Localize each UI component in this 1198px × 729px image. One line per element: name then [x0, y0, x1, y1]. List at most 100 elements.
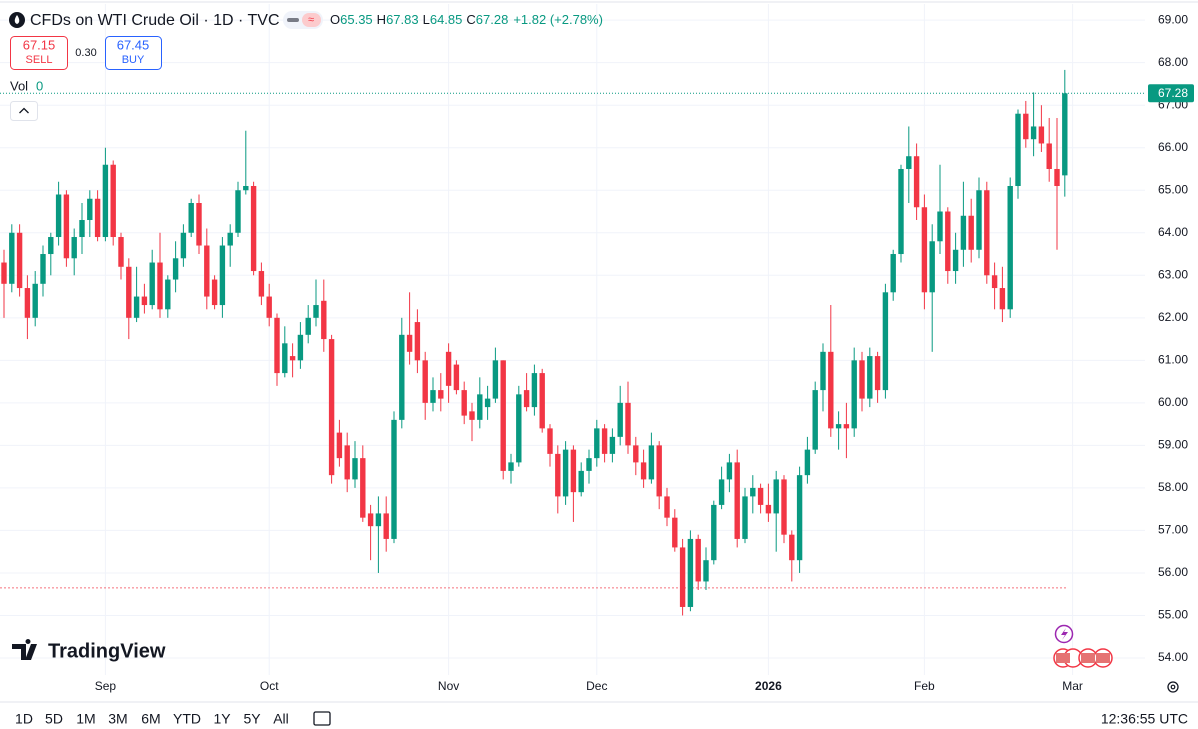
candle-body: [1038, 126, 1045, 144]
candle-body: [94, 198, 101, 238]
candle-body: [804, 449, 811, 476]
sell-button[interactable]: [10, 36, 68, 70]
candle-body: [695, 538, 701, 582]
y-tick-label: 68.00: [1158, 55, 1188, 69]
candle-body: [1, 262, 7, 284]
candle-body: [48, 237, 54, 255]
candle-body: [765, 504, 772, 514]
candle-body: [430, 390, 436, 403]
candle-body: [165, 279, 171, 310]
candle-body: [828, 351, 834, 429]
candle-body: [149, 262, 155, 306]
drop-icon: [14, 15, 20, 24]
candle-body: [219, 245, 226, 306]
range-button[interactable]: 1Y: [213, 711, 231, 727]
y-tick-label: 57.00: [1158, 523, 1188, 537]
candle-body: [921, 207, 928, 293]
candle-body: [851, 360, 857, 429]
range-button[interactable]: 6M: [141, 711, 160, 727]
candle-body: [672, 517, 678, 548]
flag-icons[interactable]: [1053, 648, 1113, 668]
candle-body: [617, 402, 623, 437]
candle-body: [438, 390, 444, 399]
candle-body: [360, 458, 366, 518]
candle-body: [586, 458, 592, 471]
range-button[interactable]: All: [273, 711, 289, 727]
candle-body: [196, 203, 202, 246]
candle-body: [570, 449, 577, 493]
candle-body: [321, 300, 327, 340]
candle-body: [882, 292, 889, 391]
range-button[interactable]: 3M: [108, 711, 127, 727]
candle-body: [991, 275, 998, 289]
candle-body: [531, 373, 538, 408]
logo-icon: [12, 639, 37, 660]
candle-body: [913, 156, 920, 208]
collapse-button[interactable]: [10, 101, 38, 121]
candle-body: [445, 351, 452, 386]
y-tick-label: 64.00: [1158, 225, 1188, 239]
candle-body: [562, 449, 569, 497]
candle-body: [843, 424, 850, 429]
candle-body: [180, 232, 187, 259]
candle-body: [1046, 143, 1052, 169]
volume-value: 0: [36, 78, 43, 93]
candle-body: [55, 194, 62, 238]
y-tick-label: 58.00: [1158, 480, 1188, 494]
buy-button[interactable]: [105, 36, 162, 70]
candle-body: [133, 296, 140, 318]
y-tick-label: 54.00: [1158, 650, 1188, 664]
y-tick-label: 63.00: [1158, 267, 1188, 281]
y-tick-label: 69.00: [1158, 12, 1188, 26]
candle-body: [328, 339, 335, 476]
candle-body: [344, 445, 350, 480]
candle-body: [1054, 168, 1060, 186]
candle-body: [227, 232, 233, 246]
spread: 0.30: [75, 47, 96, 59]
candle-body: [375, 513, 382, 527]
ohlc-legend: O65.35 H67.83 L64.85 C67.28 +1.82 (+2.78%): [330, 12, 603, 27]
y-tick-label: 55.00: [1158, 608, 1188, 622]
candle-body: [874, 356, 881, 391]
settings-icon[interactable]: [1167, 681, 1179, 693]
candle-body: [718, 479, 725, 505]
range-button[interactable]: 5D: [45, 711, 63, 727]
range-button[interactable]: 1M: [76, 711, 95, 727]
candle-body: [79, 220, 85, 238]
y-tick-label: 56.00: [1158, 565, 1188, 579]
candle-body: [352, 458, 358, 480]
candle-body: [898, 168, 904, 255]
candle-body: [383, 513, 389, 539]
candle-body: [516, 394, 522, 463]
candle-body: [820, 351, 826, 391]
candle-body: [734, 462, 740, 539]
range-button[interactable]: 1D: [15, 711, 33, 727]
range-button[interactable]: 5Y: [243, 711, 261, 727]
grid: [0, 4, 1145, 675]
candle-body: [906, 156, 912, 169]
candle-body: [16, 232, 23, 289]
buy-price: 67.45: [117, 37, 150, 52]
ohlc-value: 67.28: [476, 12, 509, 27]
candle-body: [126, 266, 132, 318]
candle-body: [32, 283, 38, 318]
candle-body: [250, 185, 257, 272]
candle-body: [367, 513, 374, 527]
settings-center: [1170, 684, 1176, 690]
candle-body: [391, 419, 397, 539]
candle-body: [601, 428, 608, 454]
y-tick-label: 65.00: [1158, 182, 1188, 196]
candle-body: [594, 428, 600, 459]
date-range-icon[interactable]: [313, 711, 331, 726]
candle-body: [742, 496, 748, 539]
candle-body: [110, 164, 116, 238]
range-button[interactable]: YTD: [173, 711, 201, 727]
ohlc-label: L: [423, 12, 430, 27]
symbol-title: CFDs on WTI Crude Oil · 1D · TVC: [30, 12, 280, 29]
candle-body: [859, 360, 865, 399]
candle-body: [555, 453, 561, 497]
candle-body: [157, 262, 163, 310]
y-tick-label: 59.00: [1158, 438, 1188, 452]
candle-body: [812, 390, 818, 450]
